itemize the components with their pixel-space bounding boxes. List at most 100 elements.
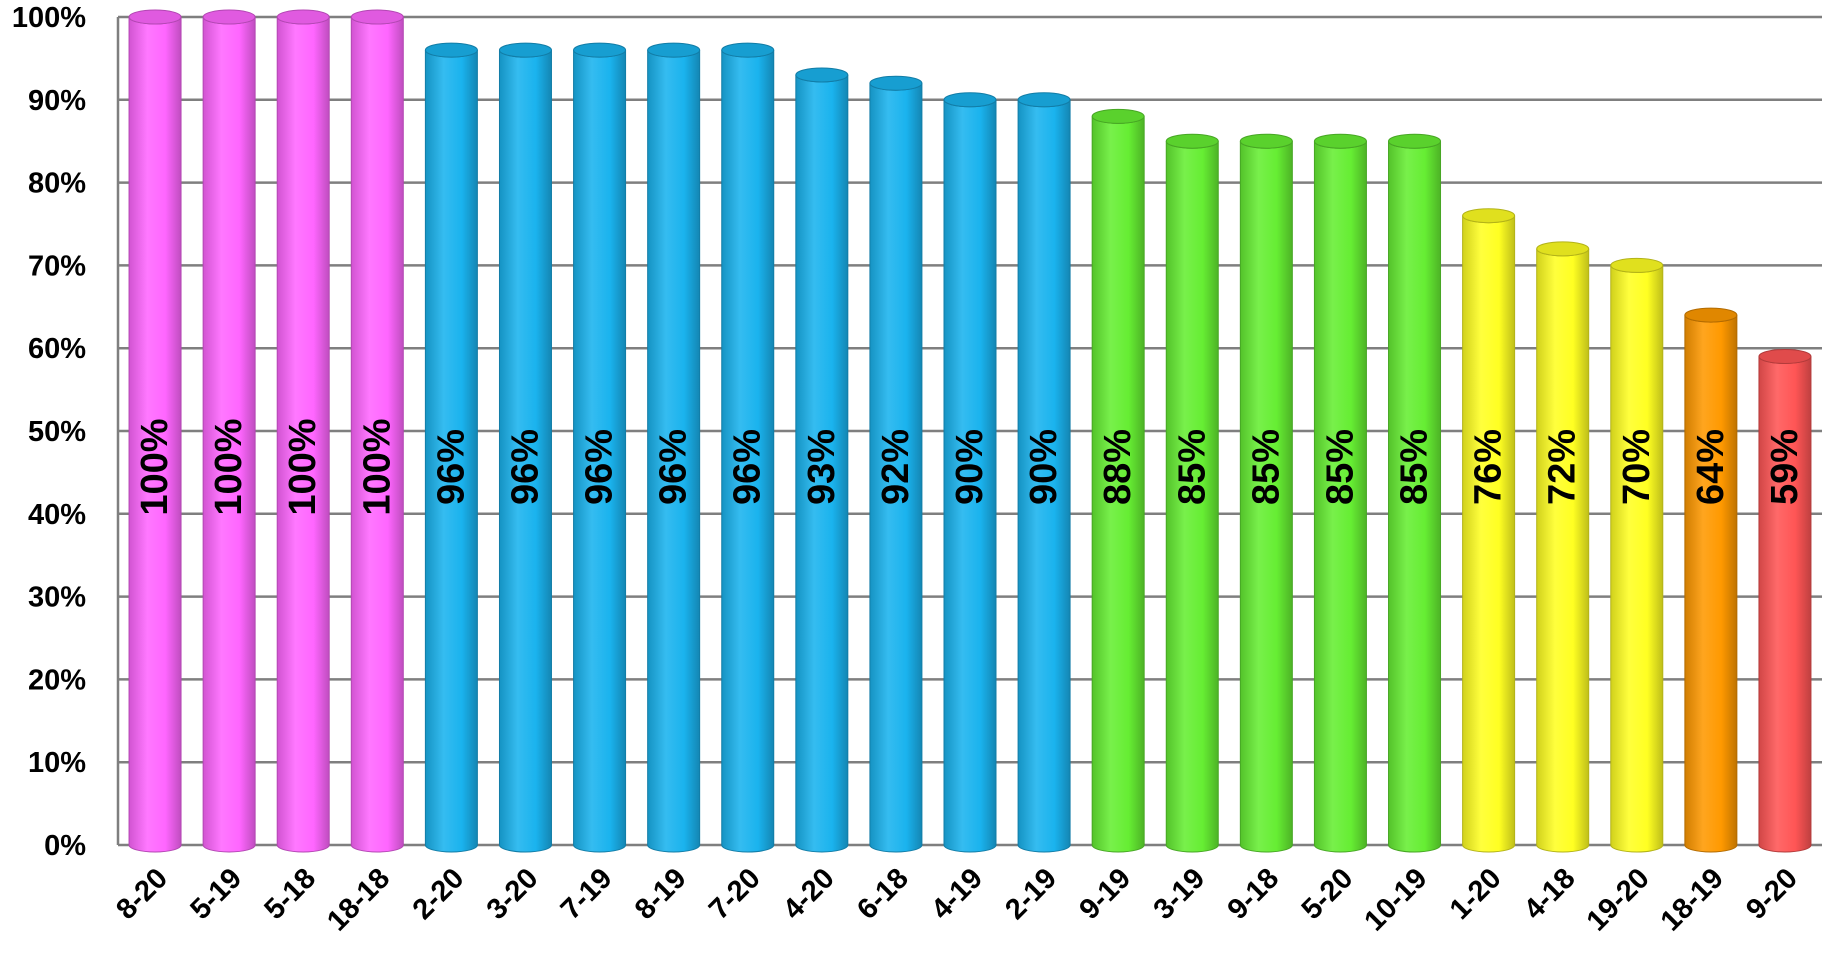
x-tick-label: 5-19 [184,862,248,926]
y-tick-label: 20% [28,664,86,696]
data-label: 76% [1468,429,1510,505]
bar-9-19: 88% [1091,108,1145,853]
bar-top [1684,307,1738,323]
x-tick-label: 4-19 [925,862,989,926]
bar-5-19: 100% [202,9,256,853]
data-label: 96% [430,429,472,505]
bar-6-18: 92% [869,75,923,853]
x-tick-label: 9-18 [1222,862,1286,926]
data-label: 70% [1616,429,1658,505]
bar-top [1462,208,1516,224]
bar-3-20: 96% [498,42,552,853]
bars: 100% 100% 100% 100% 96% 96% 96% 96% 96% 93% 92% 90%… [128,9,1812,853]
bar-top [1610,257,1664,273]
bar-top [721,42,775,58]
bar-top [1758,348,1812,364]
y-tick-label: 100% [12,2,86,34]
y-tick-label: 30% [28,582,86,614]
bar-7-20: 96% [721,42,775,853]
y-tick-label: 0% [44,830,86,862]
bar-top [1017,92,1071,108]
data-label: 72% [1542,429,1584,505]
data-label: 64% [1690,429,1732,505]
y-tick-label: 70% [28,250,86,282]
bar-top [498,42,552,58]
bar-5-20: 85% [1313,133,1367,853]
bar-8-19: 96% [647,42,701,853]
bar-top [647,42,701,58]
data-label: 85% [1319,429,1361,505]
x-tick-label: 6-18 [851,862,915,926]
x-tick-label: 7-19 [555,862,619,926]
bar-top [424,42,478,58]
bar-top [1388,133,1442,149]
data-label: 96% [579,429,621,505]
x-tick-label: 10-19 [1358,862,1433,937]
bar-top [128,9,182,25]
bar-10-19: 85% [1388,133,1442,853]
data-label: 100% [134,418,176,515]
bar-1-20: 76% [1462,208,1516,853]
bar-top [795,67,849,83]
bar-3-19: 85% [1165,133,1219,853]
x-tick-label: 2-19 [999,862,1063,926]
bar-top [1239,133,1293,149]
bar-top [869,75,923,91]
bar-2-19: 90% [1017,92,1071,853]
x-tick-label: 5-20 [1296,862,1360,926]
x-tick-label: 19-20 [1581,862,1656,937]
bar-body [1462,215,1516,853]
data-label: 85% [1245,429,1287,505]
x-tick-label: 4-18 [1518,862,1582,926]
data-label: 96% [504,429,546,505]
x-tick-label: 4-20 [777,862,841,926]
x-tick-label: 9-19 [1073,862,1137,926]
y-tick-label: 50% [28,416,86,448]
data-label: 88% [1097,429,1139,505]
x-tick-label: 8-19 [629,862,693,926]
data-label: 93% [801,429,843,505]
y-tick-label: 60% [28,333,86,365]
x-tick-label: 3-19 [1148,862,1212,926]
data-label: 85% [1171,429,1213,505]
y-tick-label: 80% [28,168,86,200]
data-label: 100% [356,418,398,515]
data-label: 96% [653,429,695,505]
bar-top [350,9,404,25]
bar-9-20: 59% [1758,348,1812,853]
data-label: 59% [1764,429,1806,505]
data-label: 96% [727,429,769,505]
bar-8-20: 100% [128,9,182,853]
y-tick-label: 90% [28,85,86,117]
x-tick-label: 2-20 [407,862,471,926]
bar-19-20: 70% [1610,257,1664,853]
bar-top [1091,108,1145,124]
data-label: 100% [282,418,324,515]
bar-2-20: 96% [424,42,478,853]
bar-18-19: 64% [1684,307,1738,853]
data-label: 100% [208,418,250,515]
data-label: 90% [1023,429,1065,505]
bar-top [573,42,627,58]
data-label: 85% [1394,429,1436,505]
data-label: 92% [875,429,917,505]
x-tick-label: 5-18 [258,862,322,926]
x-tick-label: 18-19 [1655,862,1730,937]
x-tick-label: 18-18 [321,862,396,937]
bar-body [1536,248,1590,853]
x-axis-labels: 8-20 5-19 5-18 18-18 2-20 3-20 7-19 8-19 7-20 4-2… [110,862,1804,937]
bar-9-18: 85% [1239,133,1293,853]
y-axis: 0% 10% 20% 30% 40% 50% 60% 70% 80% 90% 100% [12,2,120,862]
bar-18-18: 100% [350,9,404,853]
bar-top [276,9,330,25]
bar-top [943,92,997,108]
bar-body [1610,265,1664,853]
bar-4-18: 72% [1536,241,1590,853]
bar-4-20: 93% [795,67,849,853]
x-tick-label: 8-20 [110,862,174,926]
bar-top [202,9,256,25]
bar-5-18: 100% [276,9,330,853]
y-tick-label: 10% [28,747,86,779]
